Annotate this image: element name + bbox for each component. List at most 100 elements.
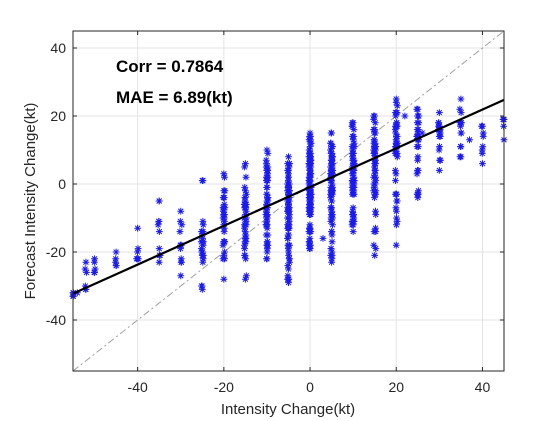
data-point-marker bbox=[328, 238, 336, 246]
data-point-marker bbox=[392, 129, 400, 137]
data-point-marker bbox=[90, 269, 98, 276]
data-point-marker bbox=[371, 126, 379, 133]
data-point-marker bbox=[242, 190, 250, 198]
data-point-marker bbox=[305, 207, 313, 215]
data-point-marker bbox=[372, 187, 380, 195]
data-point-marker bbox=[306, 245, 314, 252]
data-point-marker bbox=[82, 258, 90, 266]
data-point-marker bbox=[263, 221, 270, 229]
data-point-marker bbox=[370, 184, 378, 191]
data-point-marker bbox=[413, 170, 421, 178]
data-point-marker bbox=[393, 214, 400, 222]
data-point-marker bbox=[220, 275, 228, 283]
x-tick-label: 0 bbox=[306, 379, 314, 395]
y-tick-label: 40 bbox=[50, 40, 66, 56]
data-point-marker bbox=[457, 129, 465, 137]
data-point-marker bbox=[371, 119, 379, 127]
data-point-marker bbox=[285, 153, 292, 161]
data-point-marker bbox=[91, 265, 99, 273]
data-point-marker bbox=[178, 221, 186, 229]
data-point-marker bbox=[199, 177, 207, 184]
data-point-marker bbox=[177, 207, 185, 215]
data-point-marker bbox=[285, 201, 292, 208]
data-point-marker bbox=[414, 143, 422, 150]
data-point-marker bbox=[284, 224, 292, 232]
data-point-marker bbox=[305, 194, 313, 201]
data-point-marker bbox=[306, 170, 314, 178]
data-point-marker bbox=[285, 231, 293, 239]
data-point-marker bbox=[306, 228, 313, 235]
data-point-marker bbox=[393, 133, 401, 140]
data-point-marker bbox=[90, 258, 98, 266]
data-point-marker bbox=[479, 133, 487, 140]
data-point-marker bbox=[466, 136, 473, 144]
data-point-marker bbox=[307, 197, 314, 205]
data-point-marker bbox=[371, 139, 379, 147]
data-point-marker bbox=[264, 150, 272, 157]
data-point-marker bbox=[328, 255, 336, 263]
y-tick-label: -20 bbox=[46, 244, 66, 260]
data-point-marker bbox=[262, 156, 270, 164]
data-point-marker bbox=[415, 119, 423, 127]
data-point-marker bbox=[371, 252, 379, 259]
data-point-marker bbox=[176, 218, 184, 225]
data-point-marker bbox=[221, 204, 229, 212]
data-point-marker bbox=[219, 241, 227, 249]
data-point-marker bbox=[285, 252, 293, 259]
data-point-marker bbox=[372, 224, 379, 232]
data-point-marker bbox=[371, 190, 379, 198]
data-point-marker bbox=[478, 122, 485, 130]
data-point-marker bbox=[263, 241, 271, 249]
data-point-marker bbox=[177, 258, 185, 266]
data-point-marker bbox=[436, 156, 444, 164]
data-point-marker bbox=[220, 252, 228, 259]
data-point-marker bbox=[306, 150, 314, 157]
data-point-marker bbox=[370, 112, 378, 120]
data-point-marker bbox=[457, 109, 465, 116]
data-point-marker bbox=[350, 139, 358, 147]
data-point-marker bbox=[242, 231, 250, 239]
data-point-marker bbox=[371, 180, 379, 188]
data-point-marker bbox=[81, 265, 89, 273]
data-point-marker bbox=[414, 112, 422, 120]
data-point-marker bbox=[413, 126, 421, 133]
data-point-marker bbox=[456, 105, 464, 113]
data-point-marker bbox=[401, 112, 409, 120]
data-point-marker bbox=[328, 150, 336, 157]
data-point-marker bbox=[220, 170, 228, 178]
data-point-marker bbox=[176, 228, 184, 235]
data-point-marker bbox=[435, 119, 442, 127]
data-point-marker bbox=[327, 190, 335, 198]
data-point-marker bbox=[435, 122, 443, 130]
data-point-marker bbox=[284, 272, 292, 280]
data-point-marker bbox=[370, 136, 378, 144]
data-point-marker bbox=[199, 238, 207, 246]
data-point-marker bbox=[436, 129, 444, 137]
data-point-marker bbox=[348, 190, 356, 198]
data-point-marker bbox=[350, 160, 358, 167]
data-point-marker bbox=[457, 95, 465, 103]
data-point-marker bbox=[199, 218, 207, 225]
data-point-marker bbox=[478, 146, 486, 154]
data-point-marker bbox=[82, 286, 90, 293]
data-point-marker bbox=[348, 184, 356, 191]
data-point-marker bbox=[349, 228, 357, 235]
data-point-marker bbox=[263, 211, 271, 218]
data-point-marker bbox=[241, 184, 249, 191]
data-point-marker bbox=[392, 99, 400, 106]
data-point-marker bbox=[264, 163, 272, 171]
data-point-marker bbox=[221, 248, 228, 256]
data-point-marker bbox=[286, 241, 293, 249]
data-point-marker bbox=[370, 150, 378, 157]
data-point-marker bbox=[241, 187, 249, 195]
x-tick-label: 40 bbox=[475, 379, 491, 395]
data-point-marker bbox=[306, 187, 314, 195]
y-tick-label: -40 bbox=[46, 312, 66, 328]
data-point-marker bbox=[284, 167, 292, 174]
data-point-marker bbox=[372, 173, 379, 181]
data-point-marker bbox=[456, 153, 464, 161]
data-point-marker bbox=[413, 105, 421, 113]
mae-annotation: MAE = 6.89(kt) bbox=[116, 88, 233, 107]
data-point-marker bbox=[393, 218, 401, 225]
data-point-marker bbox=[372, 245, 380, 252]
